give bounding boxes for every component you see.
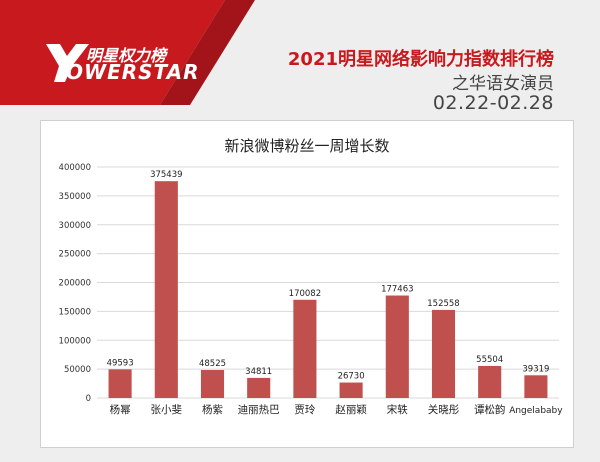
data-label: 26730: [338, 372, 365, 382]
y-tick-label: 350000: [59, 192, 91, 202]
bar: [524, 375, 548, 398]
x-tick-label: 杨紫: [202, 403, 223, 416]
bar: [154, 181, 178, 398]
bar: [431, 309, 456, 398]
chart-title: 新浪微博粉丝一周增长数: [224, 137, 389, 155]
data-label: 48525: [199, 359, 226, 369]
y-tick-label: 300000: [59, 221, 91, 231]
banner-red-shadow: [160, 0, 255, 105]
y-tick-label: 50000: [64, 365, 91, 375]
x-tick-label: 贾玲: [294, 404, 315, 416]
bar: [108, 369, 132, 398]
bar: [339, 382, 363, 398]
brand-english-name: OWERSTAR: [66, 60, 200, 84]
y-tick-label: 0: [86, 394, 91, 404]
chart-card: 新浪微博粉丝一周增长数 0 50000 100000 150000 200000 2500…: [40, 120, 574, 448]
date-range: 02.22-02.28: [432, 92, 554, 114]
x-tick-label: Angelababy: [509, 406, 563, 416]
bar: [478, 365, 502, 398]
x-tick-label: 迪丽热巴: [238, 403, 280, 416]
x-axis-ticks: 杨幂 张小斐 杨紫 迪丽热巴 贾玲 赵丽颖 宋轶 关晓彤 谭松韵 Angelababy: [110, 403, 564, 416]
header-banner: [0, 0, 255, 105]
bar: [293, 299, 317, 398]
brand-chinese-name: 明星权力榜: [86, 46, 167, 65]
bar: [200, 369, 225, 398]
y-tick-label: 100000: [59, 336, 91, 346]
bar: [247, 377, 271, 398]
x-tick-label: 杨幂: [110, 403, 131, 416]
x-tick-label: 赵丽颖: [335, 403, 367, 416]
x-tick-label: 张小斐: [151, 404, 183, 416]
data-label: 152558: [427, 299, 459, 309]
x-tick-label: 关晓彤: [428, 403, 460, 416]
page-subtitle: 之华语女演员: [452, 74, 554, 94]
x-tick-label: 宋轶: [387, 403, 408, 416]
logo-y-mark: [46, 44, 89, 82]
data-label: 55504: [476, 355, 503, 365]
y-tick-label: 150000: [59, 307, 91, 317]
y-axis-ticks: 0 50000 100000 150000 200000 250000 300000 3500…: [59, 163, 91, 404]
data-label: 375439: [150, 170, 182, 180]
bars: [108, 181, 548, 398]
data-label: 170082: [289, 289, 321, 299]
page-title: 2021明星网络影响力指数排行榜: [287, 49, 554, 70]
data-label: 177463: [381, 285, 413, 295]
y-tick-label: 400000: [59, 163, 91, 173]
x-tick-label: 谭松韵: [474, 403, 506, 416]
data-labels: 49593 375439 48525 34811 170082 26730 177463 15…: [107, 170, 550, 381]
data-label: 49593: [107, 358, 134, 368]
y-tick-label: 200000: [59, 279, 91, 289]
bar-chart: 新浪微博粉丝一周增长数 0 50000 100000 150000 200000 2500…: [59, 137, 564, 416]
bar: [385, 295, 409, 398]
data-label: 34811: [245, 367, 272, 377]
data-label: 39319: [522, 364, 549, 374]
y-tick-label: 250000: [59, 250, 91, 260]
